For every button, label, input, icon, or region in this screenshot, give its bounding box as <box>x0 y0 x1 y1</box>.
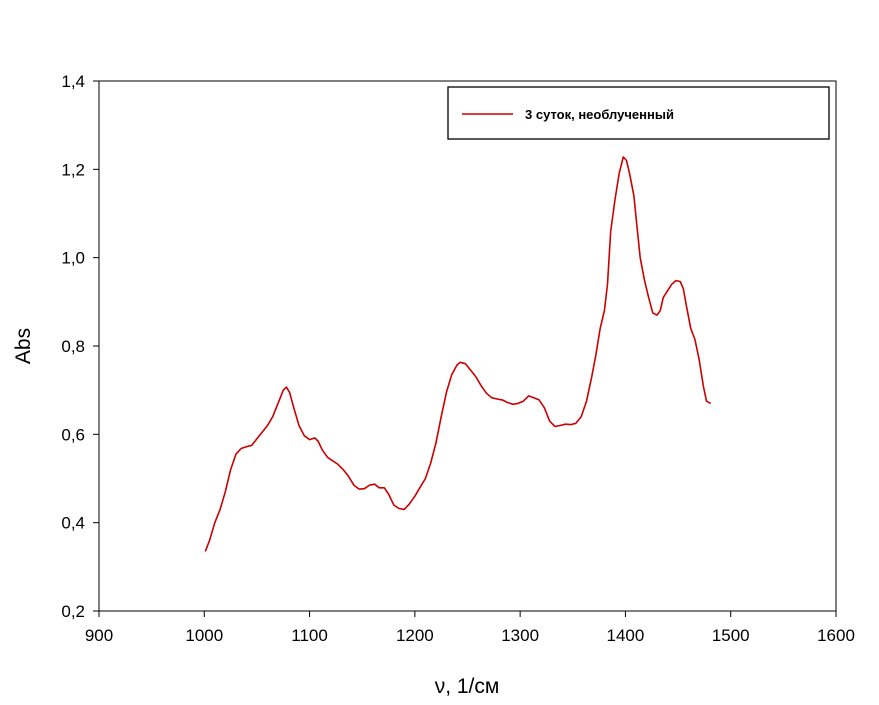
x-tick-label: 1200 <box>396 626 434 645</box>
y-tick-label: 1,4 <box>61 72 85 91</box>
x-axis-ticks: 900 1000 1100 1200 1300 1400 1500 1600 <box>85 611 855 645</box>
series-layer <box>204 156 712 552</box>
legend-label: 3 суток, необлученный <box>525 107 674 122</box>
y-tick-label: 0,4 <box>61 514 85 533</box>
x-tick-label: 1400 <box>607 626 645 645</box>
y-axis-ticks: 0,2 0,4 0,6 0,8 1,0 1,2 1,4 <box>61 72 99 621</box>
x-tick-label: 1000 <box>185 626 223 645</box>
x-tick-label: 1600 <box>817 626 855 645</box>
plot-frame <box>98 80 837 612</box>
y-axis-title: Abs <box>12 328 35 364</box>
x-tick-label: 900 <box>85 626 113 645</box>
legend: 3 суток, необлученный <box>447 86 830 140</box>
x-axis-title: ν, 1/см <box>435 675 500 698</box>
legend-box <box>447 86 830 140</box>
series-line <box>204 156 712 552</box>
y-tick-label: 0,2 <box>61 602 85 621</box>
x-tick-label: 1100 <box>291 626 328 645</box>
y-tick-label: 1,2 <box>61 160 85 179</box>
y-tick-label: 0,6 <box>61 425 85 444</box>
x-tick-label: 1300 <box>501 626 539 645</box>
y-tick-label: 0,8 <box>61 337 85 356</box>
y-tick-label: 1,0 <box>61 249 85 268</box>
x-tick-label: 1500 <box>712 626 750 645</box>
